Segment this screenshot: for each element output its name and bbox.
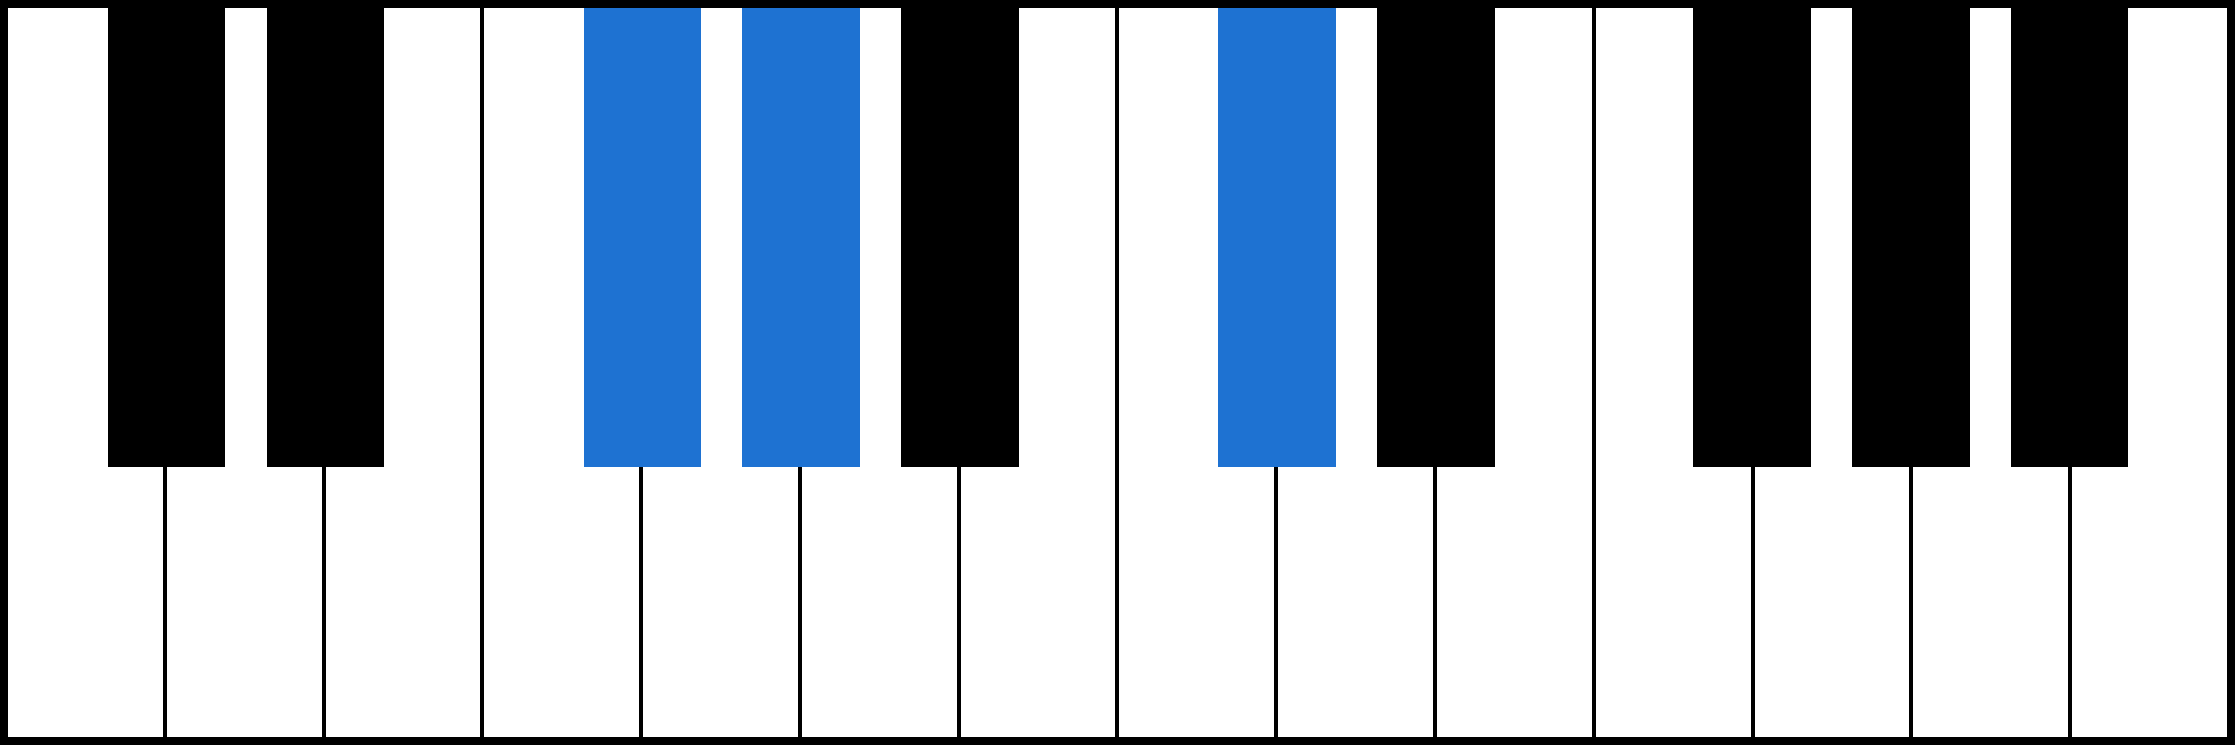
black-key-asharp1 bbox=[901, 8, 1019, 467]
piano-keyboard bbox=[0, 0, 2235, 745]
black-key-dsharp2 bbox=[1377, 8, 1495, 467]
black-key-gsharp1 bbox=[742, 8, 860, 467]
black-key-fsharp1 bbox=[584, 8, 702, 467]
black-key-asharp2 bbox=[2011, 8, 2129, 467]
black-key-csharp2 bbox=[1218, 8, 1336, 467]
black-key-csharp1 bbox=[108, 8, 226, 467]
black-key-dsharp1 bbox=[267, 8, 385, 467]
black-key-gsharp2 bbox=[1852, 8, 1970, 467]
black-key-fsharp2 bbox=[1693, 8, 1811, 467]
